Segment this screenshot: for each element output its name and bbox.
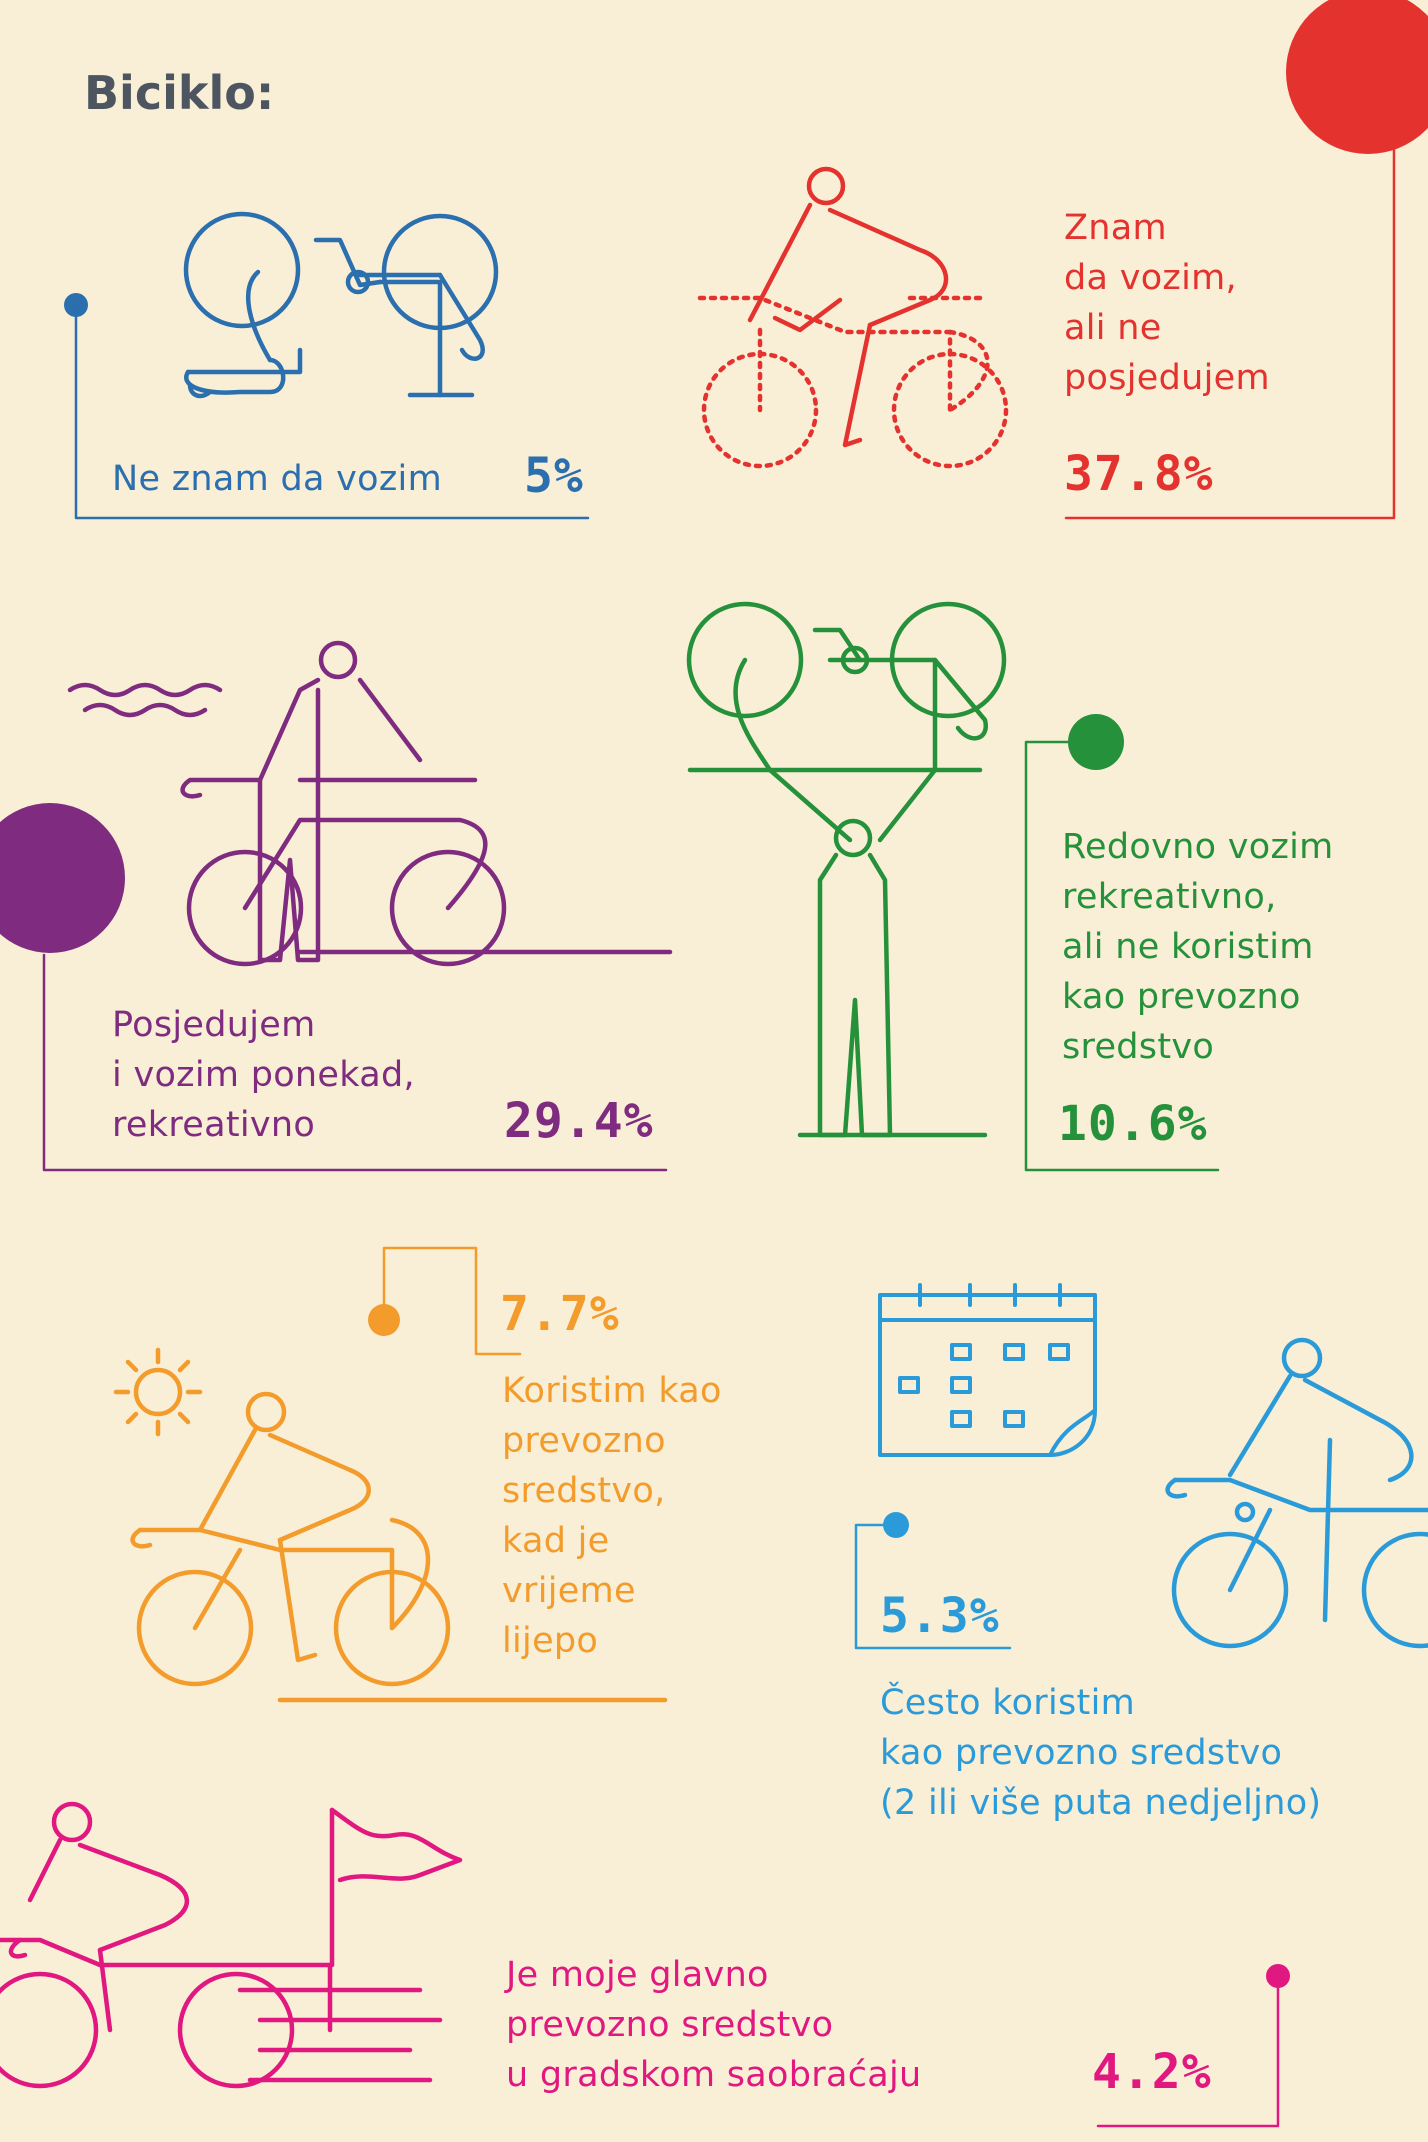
item-pink-value: 4.2% [1092,2044,1212,2100]
label-line: sredstvo, [502,1471,666,1511]
label-line: prevozno sredstvo [506,2005,834,2045]
label-line: Često koristim [880,1683,1135,1723]
item-red-label: Znam da vozim, ali ne posjedujem [1064,203,1270,403]
item-blue-value: 5% [524,448,584,504]
label-line: Ne znam da vozim [112,459,442,499]
label-line: Redovno vozim [1062,827,1334,867]
label-line: lijepo [502,1621,599,1661]
flag-icon [0,1801,463,2089]
item-orange-value: 7.7% [500,1286,620,1342]
label-line: vrijeme [502,1571,636,1611]
lightblue-cyclist [854,1337,1428,1650]
page-title: Biciklo: [84,66,275,120]
label-line: posjedujem [1064,358,1270,398]
item-purple-label: Posjedujem i vozim ponekad, rekreativno [112,1000,415,1150]
label-line: kao prevozno [1062,977,1301,1017]
label-line: sredstvo [1062,1027,1215,1067]
orange-cyclist [130,1246,668,1703]
person-lifting-bicycle-icon [686,601,1220,1172]
sun-icon [113,1347,203,1437]
item-blue-label: Ne znam da vozim [112,454,442,504]
label-line: da vozim, [1064,258,1237,298]
bicycle-icon [183,211,499,399]
item-orange-label: Koristim kao prevozno sredstvo, kad je v… [502,1366,722,1666]
label-line: Posjedujem [112,1005,316,1045]
blue-connector [64,293,590,520]
item-green-value: 10.6% [1058,1096,1208,1152]
label-line: i vozim ponekad, [112,1055,415,1095]
label-line: kao prevozno sredstvo [880,1733,1283,1773]
person-with-bicycle-icon [0,640,673,1172]
label-line: u gradskom saobraćaju [506,2055,922,2095]
label-line: Je moje glavno [506,1955,769,1995]
label-line: prevozno [502,1421,666,1461]
item-purple-value: 29.4% [504,1093,654,1149]
label-line: ali ne [1064,308,1162,348]
label-line: (2 ili više puta nedjeljno) [880,1783,1322,1823]
label-line: Koristim kao [502,1371,722,1411]
label-line: ali ne koristim [1062,927,1314,967]
cyclist-icon [697,0,1428,520]
label-line: Znam [1064,208,1167,248]
label-line: rekreativno [112,1105,316,1145]
pink-connector [1096,1964,1290,2128]
item-red-value: 37.8% [1064,446,1214,502]
item-lightblue-label: Često koristim kao prevozno sredstvo (2 … [880,1678,1321,1828]
item-green-label: Redovno vozim rekreativno, ali ne korist… [1062,822,1334,1072]
item-lightblue-value: 5.3% [880,1588,1000,1644]
label-line: rekreativno, [1062,877,1277,917]
item-pink-label: Je moje glavno prevozno sredstvo u grads… [506,1950,922,2100]
label-line: kad je [502,1521,610,1561]
calendar-icon [878,1283,1097,1457]
